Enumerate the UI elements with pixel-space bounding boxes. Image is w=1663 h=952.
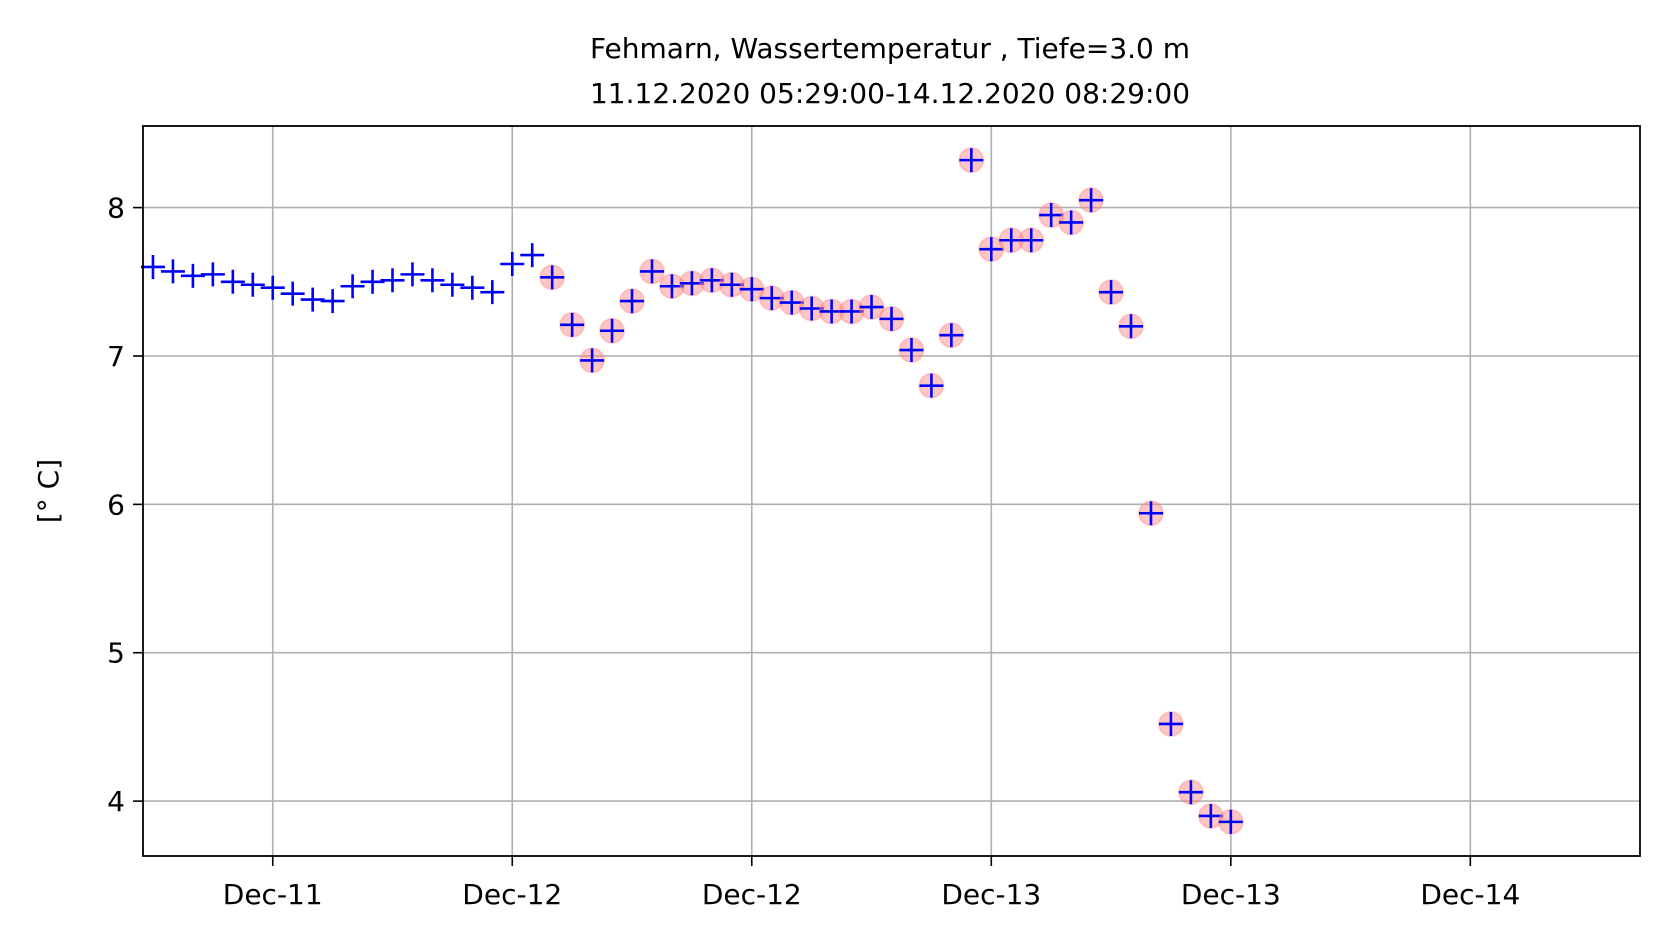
y-tick-label: 6 (107, 488, 125, 521)
data-point (320, 289, 345, 314)
data-point (520, 243, 545, 268)
data-point (420, 268, 445, 293)
data-point (699, 268, 724, 293)
data-point (779, 290, 804, 315)
data-point (1119, 314, 1144, 339)
data-point (979, 237, 1004, 262)
data-point (260, 275, 285, 300)
data-point (1039, 203, 1064, 228)
data-point (440, 272, 465, 297)
plot-frame (142, 125, 1641, 857)
chart-title-line1: Fehmarn, Wassertemperatur , Tiefe=3.0 m (590, 32, 1190, 65)
data-point (719, 272, 744, 297)
data-point (180, 263, 205, 288)
data-points (140, 147, 1244, 835)
data-point (859, 295, 884, 320)
y-tick-label: 8 (107, 192, 125, 225)
data-point (340, 274, 365, 299)
data-point (1079, 188, 1104, 213)
data-point (540, 265, 565, 290)
data-point (959, 148, 984, 173)
data-point (879, 306, 904, 331)
data-point (1059, 210, 1084, 235)
x-tick-label: Dec-11 (223, 878, 323, 911)
y-axis-ticks: 4 5 6 7 8 (107, 192, 143, 818)
chart-title-line2: 11.12.2020 05:29:00-14.12.2020 08:29:00 (590, 77, 1190, 110)
data-point (739, 277, 764, 302)
data-point (839, 299, 864, 324)
data-point (560, 312, 585, 337)
data-point (160, 259, 185, 284)
x-tick-label: Dec-12 (702, 878, 802, 911)
data-point (939, 323, 964, 348)
x-tick-label: Dec-13 (941, 878, 1041, 911)
data-point (360, 269, 385, 294)
data-point (400, 262, 425, 287)
x-axis-ticks: Dec-11 Dec-12 Dec-12 Dec-13 Dec-13 Dec-14 (223, 856, 1520, 911)
data-point (500, 251, 525, 276)
data-point (460, 275, 485, 300)
y-axis-label: [° C] (32, 459, 65, 523)
data-point (380, 268, 405, 293)
data-point (200, 262, 225, 287)
data-point (919, 373, 944, 398)
data-point (300, 287, 325, 312)
grid-lines (143, 126, 1640, 856)
y-tick-label: 7 (107, 340, 125, 373)
x-tick-label: Dec-14 (1420, 878, 1520, 911)
data-point (280, 281, 305, 306)
data-point (240, 272, 265, 297)
data-point (1218, 809, 1243, 834)
data-point (1099, 280, 1124, 305)
data-point (220, 269, 245, 294)
y-tick-label: 4 (107, 785, 125, 818)
y-tick-label: 5 (107, 637, 125, 670)
data-point (759, 286, 784, 311)
data-point (140, 254, 165, 279)
data-point (799, 296, 824, 321)
data-point (1198, 803, 1223, 828)
data-point (1019, 228, 1044, 253)
x-tick-label: Dec-13 (1181, 878, 1281, 911)
data-point (480, 280, 505, 305)
data-point (1178, 780, 1203, 805)
data-point (899, 338, 924, 363)
data-point (679, 271, 704, 296)
x-tick-label: Dec-12 (462, 878, 562, 911)
data-point (639, 259, 664, 284)
data-point (580, 348, 605, 373)
data-point (659, 274, 684, 299)
data-point (620, 289, 645, 314)
data-point (600, 318, 625, 343)
data-point (1158, 711, 1183, 736)
data-point (1138, 501, 1163, 526)
